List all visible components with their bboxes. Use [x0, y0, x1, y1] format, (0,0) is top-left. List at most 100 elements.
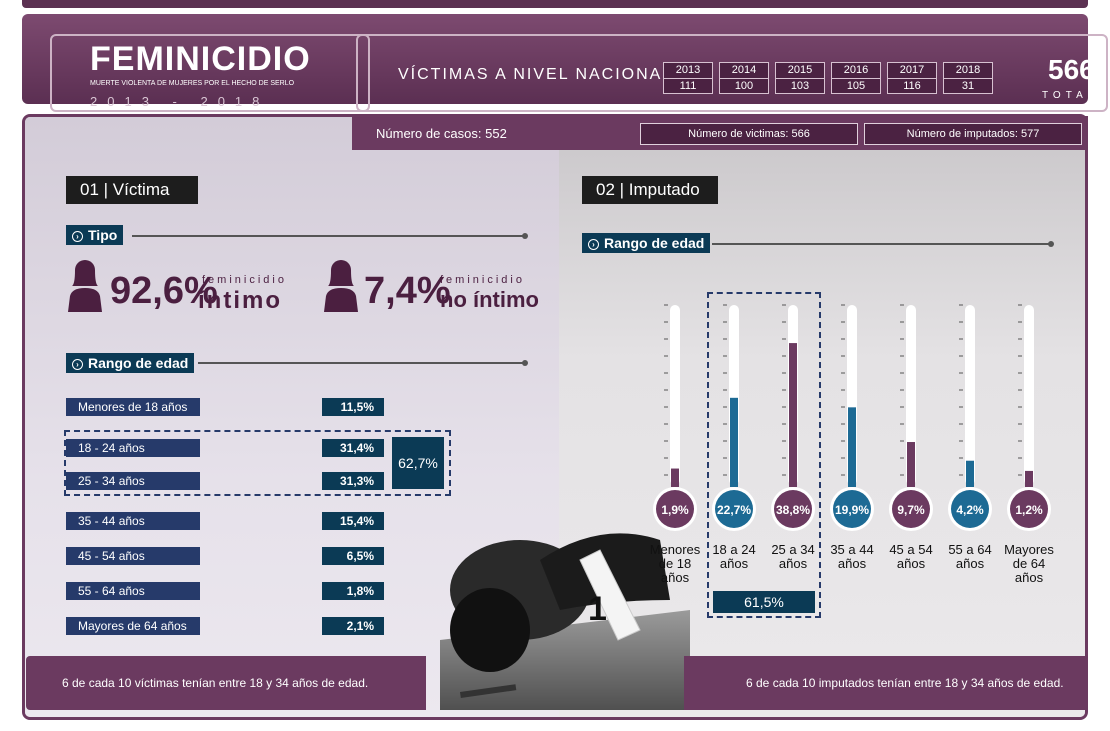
year-box-2014: 2014 100	[719, 62, 769, 94]
non-intimate-small: feminicidio	[440, 274, 525, 286]
age-value-mayores: 2,1%	[322, 617, 384, 635]
accused-footer: 6 de cada 10 imputados tenían entre 18 y…	[684, 656, 1086, 710]
thermometer-tube-6	[1024, 305, 1034, 485]
thermometer-fill-0	[671, 468, 679, 487]
thermometer-0: 1,9%	[653, 304, 697, 531]
thermometer-value-6: 1,2%	[1015, 503, 1043, 517]
year-box-2016: 2016 105	[831, 62, 881, 94]
year-box-2018: 2018 31	[943, 62, 993, 94]
victim-group-value: 62,7%	[392, 437, 444, 489]
thermometer-value-0: 1,9%	[661, 503, 689, 517]
non-intimate-pct: 7,4%	[364, 270, 451, 312]
thermo-label-3: 35 a 44 años	[830, 542, 874, 571]
thermometer-bulb-0	[656, 490, 694, 528]
age-value-25-34: 31,3%	[322, 472, 384, 490]
type-rule	[132, 233, 528, 239]
years-range: 2013 - 2018	[90, 94, 270, 109]
age-value-35-44: 15,4%	[322, 512, 384, 530]
thermometer-value-3: 19,9%	[835, 503, 869, 517]
thermometer-4: 9,7%	[889, 304, 933, 531]
svg-text:1: 1	[588, 590, 607, 628]
accused-age-chart: 1,9% 22,7% 38,8% 19,9% 9,7% 4,2% 1,2%	[653, 304, 1051, 531]
thermometer-bulb-2	[774, 490, 812, 528]
title-block: FEMINICIDIO MUERTE VIOLENTA DE MUJERES P…	[50, 34, 370, 112]
crime-scene-photo: 1	[440, 533, 690, 710]
thermo-label-6: Mayores de 64 años	[1004, 542, 1054, 585]
accused-age-rule	[712, 241, 1054, 247]
thermo-label-2: 25 a 34 años	[771, 542, 815, 571]
play-icon: ›	[72, 231, 83, 242]
victim-section-title: 01 | Víctima	[66, 176, 198, 204]
thermometer-value-1: 22,7%	[717, 503, 751, 517]
header-banner: FEMINICIDIO MUERTE VIOLENTA DE MUJERES P…	[22, 14, 1108, 112]
non-intimate-word: no íntimo	[440, 287, 539, 312]
age-label-45-54: 45 - 54 años	[66, 547, 200, 565]
intimate-small: feminicidio	[202, 274, 287, 286]
woman-icon-intimate	[68, 260, 102, 312]
thermo-label-5: 55 a 64 años	[948, 542, 992, 571]
thermo-label-0: Menores de 18 años	[649, 542, 701, 585]
accused-count: Número de imputados: 577	[864, 123, 1082, 145]
thermometer-tube-4	[906, 305, 916, 485]
page-subtitle: MUERTE VIOLENTA DE MUJERES POR EL HECHO …	[90, 80, 295, 87]
age-value-55-64: 1,8%	[322, 582, 384, 600]
thermometer-tube-0	[670, 305, 680, 485]
accused-section-title: 02 | Imputado	[582, 176, 718, 204]
total-label: TOTAL	[1042, 90, 1099, 101]
age-label-25-34: 25 - 34 años	[66, 472, 200, 490]
accused-age-tag: › Rango de edad	[582, 233, 711, 253]
age-label-mayores: Mayores de 64 años	[66, 617, 200, 635]
thermometer-bulb-5	[951, 490, 989, 528]
intimate-pct: 92,6%	[110, 270, 218, 312]
victim-footer: 6 de cada 10 víctimas tenían entre 18 y …	[26, 656, 426, 710]
age-label-35-44: 35 - 44 años	[66, 512, 200, 530]
thermometer-5: 4,2%	[948, 304, 992, 531]
top-strip	[22, 0, 1088, 8]
woman-icon-non-intimate	[324, 260, 358, 312]
victims-count: Número de victimas: 566	[640, 123, 858, 145]
intimate-word: íntimo	[198, 287, 282, 314]
age-label-18-24: 18 - 24 años	[66, 439, 200, 457]
thermometer-value-2: 38,8%	[776, 503, 810, 517]
victim-age-tag: › Rango de edad	[66, 353, 195, 373]
thermometer-fill-6	[1025, 470, 1033, 487]
thermometer-1: 22,7%	[712, 304, 756, 531]
age-value-menores: 11,5%	[322, 398, 384, 416]
age-label-55-64: 55 - 64 años	[66, 582, 200, 600]
thermometer-bulb-1	[715, 490, 753, 528]
type-tag: › Tipo	[66, 225, 124, 245]
age-value-18-24: 31,4%	[322, 439, 384, 457]
national-block: VÍCTIMAS A NIVEL NACIONAL 2013 111 2014 10…	[356, 34, 1108, 112]
thermometer-bulb-4	[892, 490, 930, 528]
thermometer-fill-1	[730, 397, 738, 487]
thermometer-fill-4	[907, 442, 915, 487]
page-title: FEMINICIDIO	[90, 40, 311, 78]
age-label-menores: Menores de 18 años	[66, 398, 200, 416]
thermo-label-4: 45 a 54 años	[889, 542, 933, 571]
thermometer-bulb-3	[833, 490, 871, 528]
total-value: 566	[1048, 54, 1095, 85]
age-value-45-54: 6,5%	[322, 547, 384, 565]
thermometer-6: 1,2%	[1007, 304, 1051, 531]
thermometer-2: 38,8%	[771, 304, 815, 531]
thermometer-tube-5	[965, 305, 975, 485]
play-icon: ›	[588, 239, 599, 250]
thermometer-fill-5	[966, 460, 974, 487]
play-icon: ›	[72, 359, 83, 370]
thermometer-fill-3	[848, 407, 856, 487]
year-box-2015: 2015 103	[775, 62, 825, 94]
thermometer-bulb-6	[1010, 490, 1048, 528]
thermometer-3: 19,9%	[830, 304, 874, 531]
year-box-2017: 2017 116	[887, 62, 937, 94]
thermometer-value-5: 4,2%	[956, 503, 984, 517]
national-label: VÍCTIMAS A NIVEL NACIONAL	[398, 66, 674, 83]
victim-age-rule	[198, 360, 528, 366]
cases-count: Número de casos: 552	[376, 126, 507, 141]
thermometer-fill-2	[789, 343, 797, 487]
accused-group-value: 61,5%	[713, 591, 815, 613]
thermo-label-1: 18 a 24 años	[712, 542, 756, 571]
victim-group-box	[64, 430, 451, 496]
accused-group-box	[707, 292, 821, 618]
thermometer-value-4: 9,7%	[897, 503, 925, 517]
year-box-2013: 2013 111	[663, 62, 713, 94]
